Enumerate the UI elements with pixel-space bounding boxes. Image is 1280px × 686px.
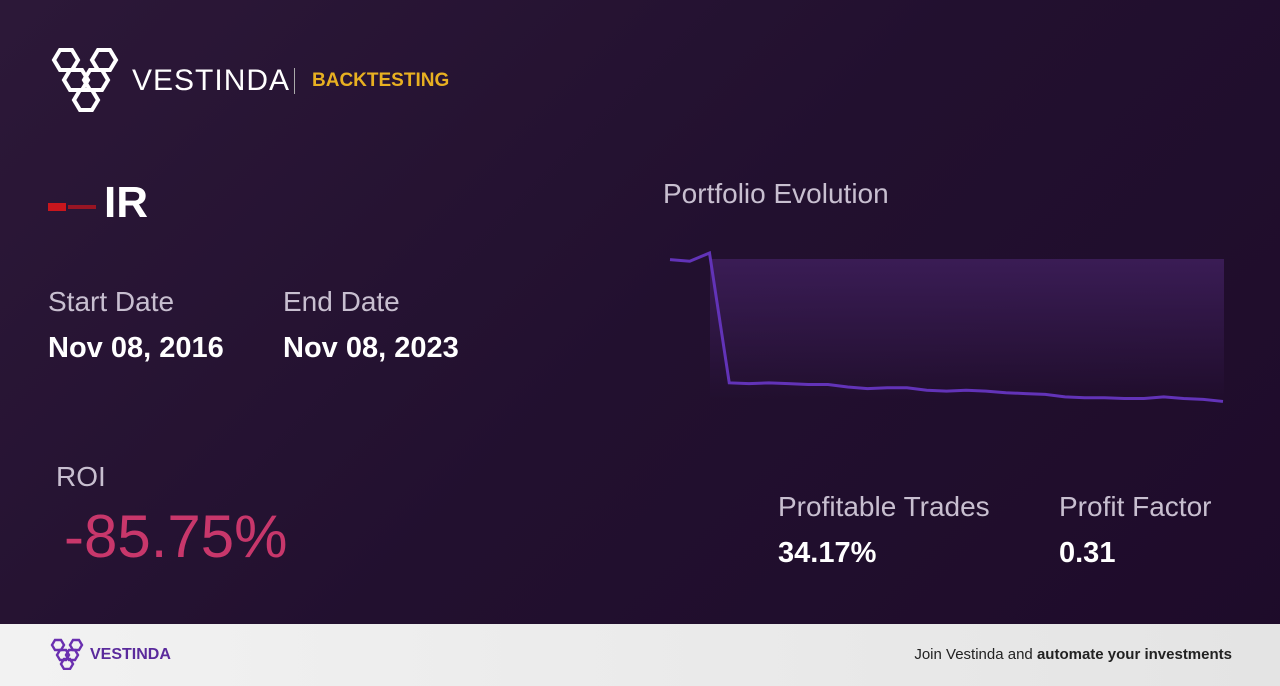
end-value: Nov 08, 2023: [283, 332, 459, 364]
footer-cta: Join Vestinda and automate your investme…: [914, 646, 1232, 663]
trades-value: 34.17%: [778, 537, 877, 569]
brand: VESTINDA: [132, 64, 291, 97]
section: BACKTESTING: [312, 70, 450, 91]
start-value: Nov 08, 2016: [48, 332, 224, 364]
ticker: IR: [104, 178, 148, 227]
roi-value: -85.75%: [64, 503, 288, 570]
ticker-logo: [48, 203, 96, 211]
pf-value: 0.31: [1059, 537, 1116, 569]
chart-area: [710, 259, 1224, 399]
footer: VESTINDA Join Vestinda and automate your…: [0, 624, 1280, 686]
footer-brand: VESTINDA: [90, 646, 171, 663]
divider: [294, 68, 295, 94]
footer-bold: automate your investments: [1036, 646, 1232, 663]
chart-title: Portfolio Evolution: [663, 178, 889, 209]
end-label: End Date: [283, 286, 400, 317]
chart: [669, 250, 1224, 403]
start-label: Start Date: [48, 286, 175, 317]
pf-label: Profit Factor: [1059, 491, 1212, 522]
trades-label: Profitable Trades: [778, 491, 990, 522]
portfolio-line: [669, 250, 1224, 403]
footer-logo: [50, 638, 84, 670]
logo: [51, 48, 119, 112]
footer-text: Join Vestinda and: [914, 646, 1033, 663]
roi-label: ROI: [56, 461, 106, 492]
